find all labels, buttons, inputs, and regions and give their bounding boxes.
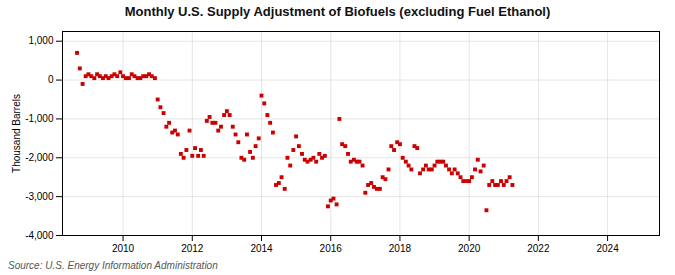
svg-text:2012: 2012 — [181, 243, 204, 254]
svg-text:1,000: 1,000 — [28, 35, 53, 46]
svg-text:-4,000: -4,000 — [25, 230, 54, 241]
html-text:Monthly U.S. Supply Adjustment: Monthly U.S. Supply Adjustment of Biofue… — [124, 4, 551, 19]
svg-text:2010: 2010 — [112, 243, 135, 254]
svg-text:0: 0 — [48, 74, 54, 85]
svg-text:-3,000: -3,000 — [25, 191, 54, 202]
svg-text:Thousand Barrels: Thousand Barrels — [11, 94, 22, 173]
svg-text:2016: 2016 — [320, 243, 343, 254]
html-text:Source: U.S. Energy Informatio: Source: U.S. Energy Information Administ… — [8, 260, 218, 271]
svg-text:2014: 2014 — [250, 243, 273, 254]
svg-text:2024: 2024 — [596, 243, 619, 254]
svg-text:-2,000: -2,000 — [25, 152, 54, 163]
svg-text:-1,000: -1,000 — [25, 113, 54, 124]
svg-text:2020: 2020 — [458, 243, 481, 254]
svg-text:2018: 2018 — [389, 243, 412, 254]
svg-text:2022: 2022 — [527, 243, 550, 254]
